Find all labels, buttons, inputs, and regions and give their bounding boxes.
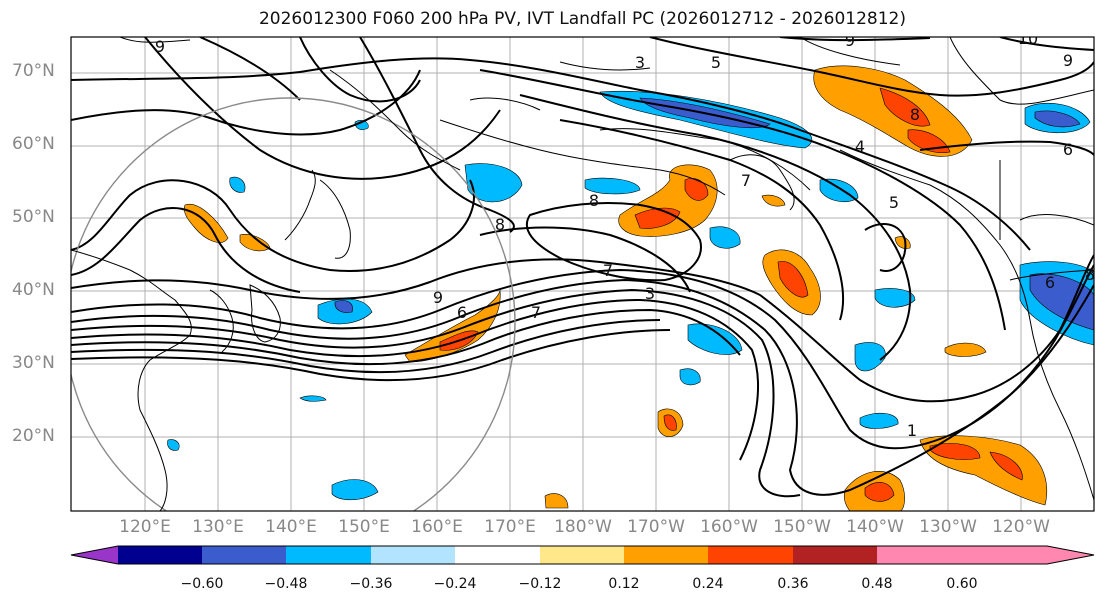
- colorbar-segment: [118, 546, 203, 564]
- colorbar-tick-label: −0.24: [433, 576, 477, 592]
- contour-label: 9: [433, 288, 443, 307]
- contour-label: 9: [155, 37, 165, 56]
- colorbar-extend-right: [962, 546, 1094, 564]
- colorbar-tick-label: 0.60: [946, 576, 978, 592]
- lat-tick: 40°N: [12, 280, 55, 300]
- lon-tick: 130°E: [192, 517, 244, 537]
- lon-tick: 170°E: [484, 517, 536, 537]
- contour-label: 8: [495, 215, 505, 234]
- colorbar-tick-label: 0.12: [608, 576, 640, 592]
- colorbar-segment: [708, 546, 794, 564]
- lon-tick: 150°W: [773, 517, 831, 537]
- lat-tick: 20°N: [12, 426, 55, 446]
- lon-tick: 160°W: [700, 517, 758, 537]
- lon-tick: 160°E: [411, 517, 463, 537]
- contour-label: 5: [711, 53, 721, 72]
- colorbar-segment: [371, 546, 456, 564]
- lon-tick: 140°E: [265, 517, 317, 537]
- contour-labels: 9 3 5 9 10 9 6 8 4 7 5 8 8 7 3 6 9 7 1 6…: [155, 29, 1095, 440]
- colorbar-segment: [793, 546, 878, 564]
- contour-label: 3: [645, 284, 655, 303]
- contour-label: 6: [1063, 140, 1073, 159]
- colorbar-outline: [70, 545, 1095, 565]
- contour-label: 3: [635, 53, 645, 72]
- lat-tick: 70°N: [12, 61, 55, 81]
- contour-label: 8: [910, 105, 920, 124]
- pc-shading: [167, 65, 1094, 511]
- contour-label: 1: [907, 421, 917, 440]
- colorbar-tick-label: −0.48: [264, 576, 308, 592]
- range-circle: [71, 97, 516, 511]
- contour-label: 9: [845, 31, 855, 50]
- contour-label: 7: [741, 171, 751, 190]
- lon-tick: 170°W: [627, 517, 685, 537]
- colorbar-segment: [202, 546, 287, 564]
- lon-tick: 120°W: [992, 517, 1050, 537]
- lon-tick: 120°E: [119, 517, 171, 537]
- colorbar-segment: [455, 546, 540, 564]
- colorbar-tick-label: 0.36: [777, 576, 809, 592]
- colorbar-segment: [286, 546, 372, 564]
- lon-tick: 140°W: [846, 517, 904, 537]
- colorbar-segment: [877, 546, 962, 564]
- contour-label: 8: [589, 191, 599, 210]
- contour-label: 8: [1085, 265, 1095, 284]
- contour-label: 6: [1045, 273, 1055, 292]
- colorbar-segment: [624, 546, 709, 564]
- contour-label: 10: [1018, 29, 1038, 48]
- coastlines: [71, 37, 1094, 511]
- lon-tick: 130°W: [919, 517, 977, 537]
- map-border: [70, 36, 1095, 512]
- colorbar: [70, 545, 1095, 565]
- colorbar-tick-label: −0.60: [180, 576, 224, 592]
- lat-tick: 50°N: [12, 207, 55, 227]
- lon-tick: 180°W: [554, 517, 612, 537]
- colorbar-tick-label: 0.48: [861, 576, 893, 592]
- lon-tick: 150°E: [338, 517, 390, 537]
- lat-tick: 30°N: [12, 353, 55, 373]
- contour-label: 9: [1063, 51, 1073, 70]
- colorbar-tick-label: 0.24: [692, 576, 724, 592]
- colorbar-tick-label: −0.12: [518, 576, 562, 592]
- colorbar-segment: [540, 546, 625, 564]
- colorbar-tick-label: −0.36: [349, 576, 393, 592]
- colorbar-extend-left: [71, 546, 118, 564]
- map-title: 2026012300 F060 200 hPa PV, IVT Landfall…: [258, 9, 906, 29]
- contour-label: 4: [855, 137, 865, 156]
- lat-tick: 60°N: [12, 134, 55, 154]
- contour-label: 7: [531, 303, 541, 322]
- contour-label: 7: [603, 261, 613, 280]
- pv-contours: [71, 37, 1094, 498]
- contour-label: 5: [889, 193, 899, 212]
- contour-label: 6: [457, 303, 467, 322]
